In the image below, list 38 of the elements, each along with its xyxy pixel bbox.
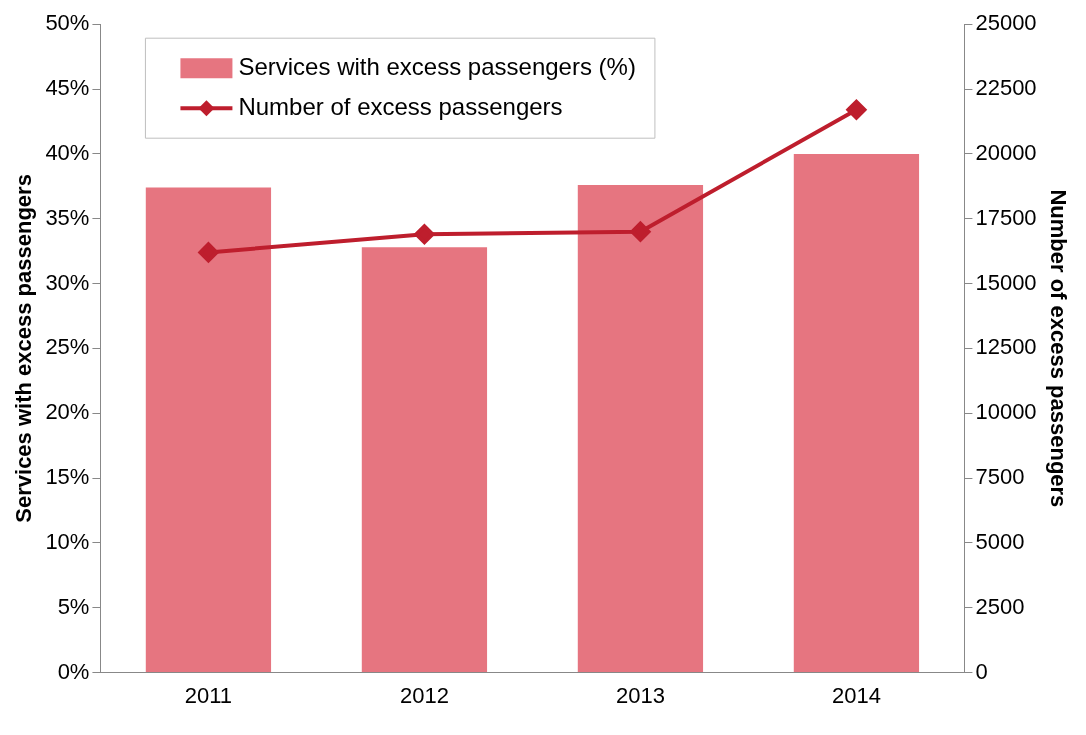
bar	[145, 187, 272, 673]
y-tick-label: 25%	[45, 334, 90, 360]
point	[198, 242, 219, 263]
y2-tick-label: 2500	[975, 593, 1025, 619]
y2-tick-label: 20000	[975, 139, 1037, 165]
y-tick-label: 15%	[45, 464, 90, 490]
bar	[793, 153, 920, 673]
bar	[361, 247, 488, 673]
y-tick-label: 20%	[45, 399, 90, 425]
y2-tick-label: 12500	[975, 334, 1037, 360]
y2-tick-label: 5000	[975, 528, 1025, 554]
y-tick-label: 35%	[45, 204, 90, 230]
y2-tick-label: 15000	[975, 269, 1037, 295]
y2-tick-label: 10000	[975, 399, 1037, 425]
y2-tick-label: 7500	[975, 464, 1025, 490]
y2-tick-label: 25000	[975, 10, 1037, 36]
y2-tick-label: 0	[975, 658, 988, 684]
x-tick-label: 2012	[399, 682, 449, 708]
y2-axis-title: Number of excess passengers	[1045, 189, 1071, 508]
bar	[577, 185, 704, 673]
legend-label: Services with excess passengers (%)	[238, 52, 636, 80]
y2-tick-label: 17500	[975, 204, 1037, 230]
y-tick-label: 30%	[45, 269, 90, 295]
y2-tick-label: 22500	[975, 75, 1037, 101]
x-tick-label: 2013	[615, 682, 665, 708]
point	[414, 224, 435, 245]
point	[630, 221, 651, 242]
x-tick-label: 2014	[831, 682, 881, 708]
point	[846, 99, 867, 120]
y-tick-label: 50%	[45, 10, 90, 36]
y-tick-label: 5%	[57, 593, 90, 619]
legend-label: Number of excess passengers	[238, 92, 563, 120]
y-tick-label: 40%	[45, 139, 90, 165]
y-axis-title: Services with excess passengers	[11, 174, 37, 523]
y-tick-label: 10%	[45, 528, 90, 554]
x-tick-label: 2011	[184, 682, 233, 708]
y-tick-label: 0%	[57, 658, 90, 684]
y-tick-label: 45%	[45, 75, 90, 101]
